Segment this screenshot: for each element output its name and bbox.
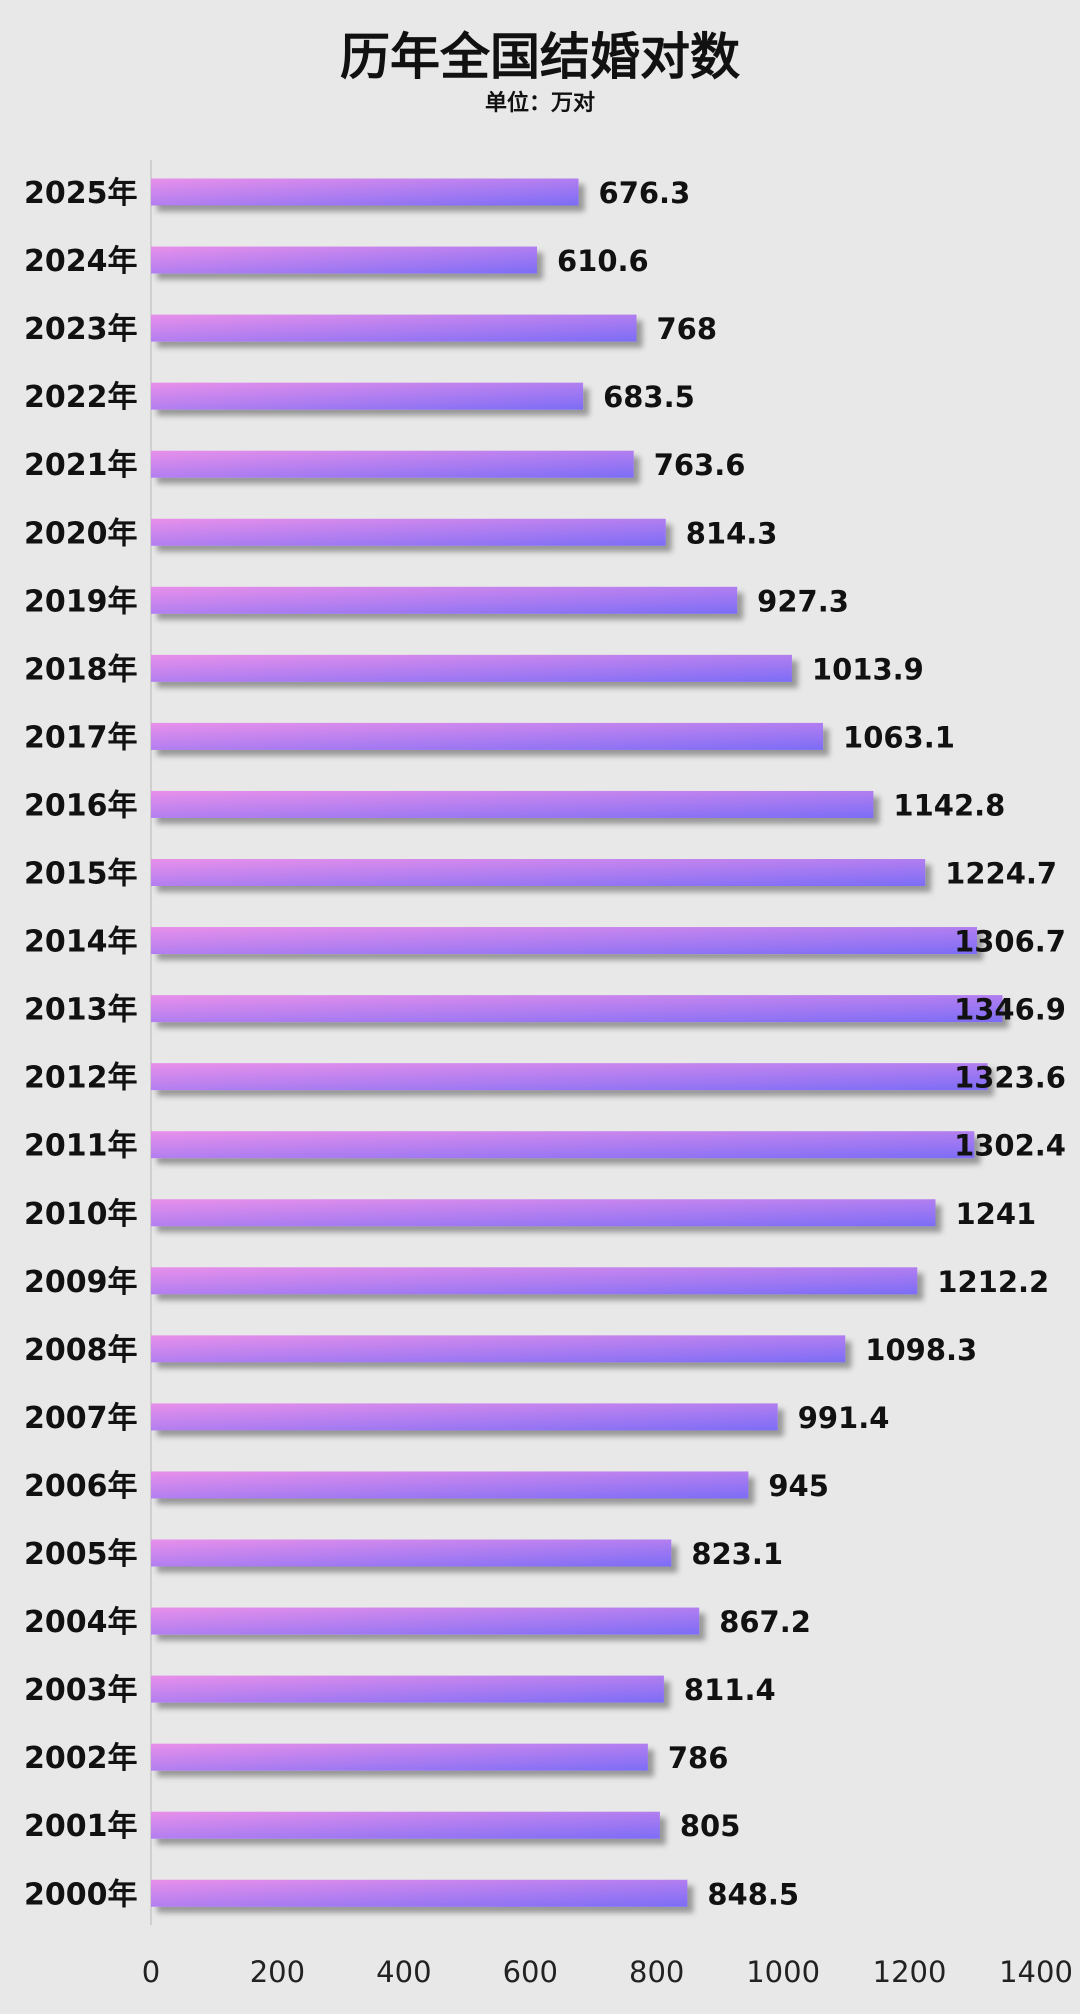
category-label: 2007年 (24, 1401, 138, 1436)
value-label: 867.2 (719, 1605, 811, 1639)
value-label: 1142.8 (893, 788, 1005, 822)
value-label: 811.4 (684, 1673, 776, 1707)
x-tick-label: 800 (629, 1955, 684, 1989)
category-label: 2019年 (24, 584, 138, 619)
bar (151, 654, 792, 682)
value-label: 848.5 (707, 1877, 799, 1911)
bar (151, 1403, 778, 1431)
bar (151, 1063, 988, 1091)
category-label: 2020年 (24, 516, 138, 551)
bar (151, 586, 738, 614)
value-label: 814.3 (686, 516, 778, 550)
value-label: 1224.7 (945, 857, 1057, 891)
category-label: 2022年 (24, 380, 138, 415)
bar (151, 246, 537, 274)
value-label: 768 (656, 312, 717, 346)
bar (151, 722, 824, 750)
value-label: 1212.2 (937, 1265, 1049, 1299)
bar (151, 1879, 688, 1907)
value-label: 991.4 (798, 1401, 890, 1435)
category-label: 2005年 (24, 1537, 138, 1572)
bar (151, 518, 666, 546)
bar (151, 1335, 846, 1363)
x-tick-label: 0 (142, 1955, 160, 1989)
category-label: 2023年 (24, 312, 138, 347)
chart-subtitle: 单位：万对 (485, 90, 595, 116)
bar (151, 1539, 672, 1567)
value-label: 945 (768, 1469, 829, 1503)
chart-title: 历年全国结婚对数 (340, 28, 740, 86)
bar (151, 1267, 918, 1295)
x-tick-label: 1200 (873, 1955, 947, 1989)
category-label: 2006年 (24, 1469, 138, 1504)
category-label: 2001年 (24, 1809, 138, 1844)
value-label: 1013.9 (812, 652, 924, 686)
category-label: 2003年 (24, 1673, 138, 1708)
value-label: 823.1 (691, 1537, 783, 1571)
category-label: 2016年 (24, 788, 138, 823)
bars-group: 2025年 676.3 2024年 610.6 2023年 768 2022年 683.5 20… (24, 176, 1066, 1912)
bar (151, 859, 926, 886)
category-label: 2002年 (24, 1741, 138, 1776)
bar (151, 1743, 648, 1771)
bar (151, 790, 874, 818)
value-label: 763.6 (654, 448, 746, 482)
x-tick-label: 400 (376, 1955, 431, 1989)
value-label: 1302.4 (954, 1129, 1066, 1163)
value-label: 786 (668, 1741, 729, 1775)
bar (151, 382, 584, 410)
category-label: 2000年 (24, 1877, 138, 1912)
category-label: 2024年 (24, 244, 138, 279)
category-label: 2014年 (24, 925, 138, 960)
value-label: 927.3 (757, 584, 849, 618)
value-label: 610.6 (557, 244, 649, 278)
bar (151, 1131, 975, 1159)
x-tick-label: 1000 (746, 1955, 820, 1989)
category-label: 2025年 (24, 176, 138, 211)
value-label: 805 (680, 1809, 741, 1843)
bar (151, 178, 579, 206)
category-label: 2009年 (24, 1265, 138, 1300)
bar (151, 450, 634, 478)
bar (151, 1811, 660, 1839)
category-label: 2008年 (24, 1333, 138, 1368)
bar (151, 1199, 936, 1227)
bar (151, 1607, 700, 1635)
value-label: 1241 (955, 1197, 1036, 1231)
value-label: 1306.7 (954, 925, 1066, 959)
category-label: 2004年 (24, 1605, 138, 1640)
category-label: 2017年 (24, 720, 138, 755)
bar (151, 927, 978, 955)
category-label: 2015年 (24, 857, 138, 892)
category-label: 2012年 (24, 1061, 138, 1096)
value-label: 1098.3 (865, 1333, 977, 1367)
value-label: 676.3 (599, 176, 691, 210)
value-label: 1323.6 (954, 1061, 1066, 1095)
category-label: 2021年 (24, 448, 138, 483)
category-label: 2013年 (24, 993, 138, 1028)
bar (151, 314, 637, 342)
x-tick-label: 200 (250, 1955, 305, 1989)
category-label: 2011年 (24, 1129, 138, 1164)
bar (151, 995, 1003, 1023)
category-label: 2018年 (24, 652, 138, 687)
category-label: 2010年 (24, 1197, 138, 1232)
bar (151, 1675, 664, 1703)
value-label: 1063.1 (843, 720, 955, 754)
x-tick-label: 1400 (999, 1955, 1073, 1989)
x-axis-ticks: 0 200 400 600 800 1000 1200 1400 (142, 1955, 1073, 1989)
value-label: 1346.9 (954, 993, 1066, 1027)
value-label: 683.5 (603, 380, 695, 414)
bar (151, 1471, 749, 1499)
x-tick-label: 600 (503, 1955, 558, 1989)
